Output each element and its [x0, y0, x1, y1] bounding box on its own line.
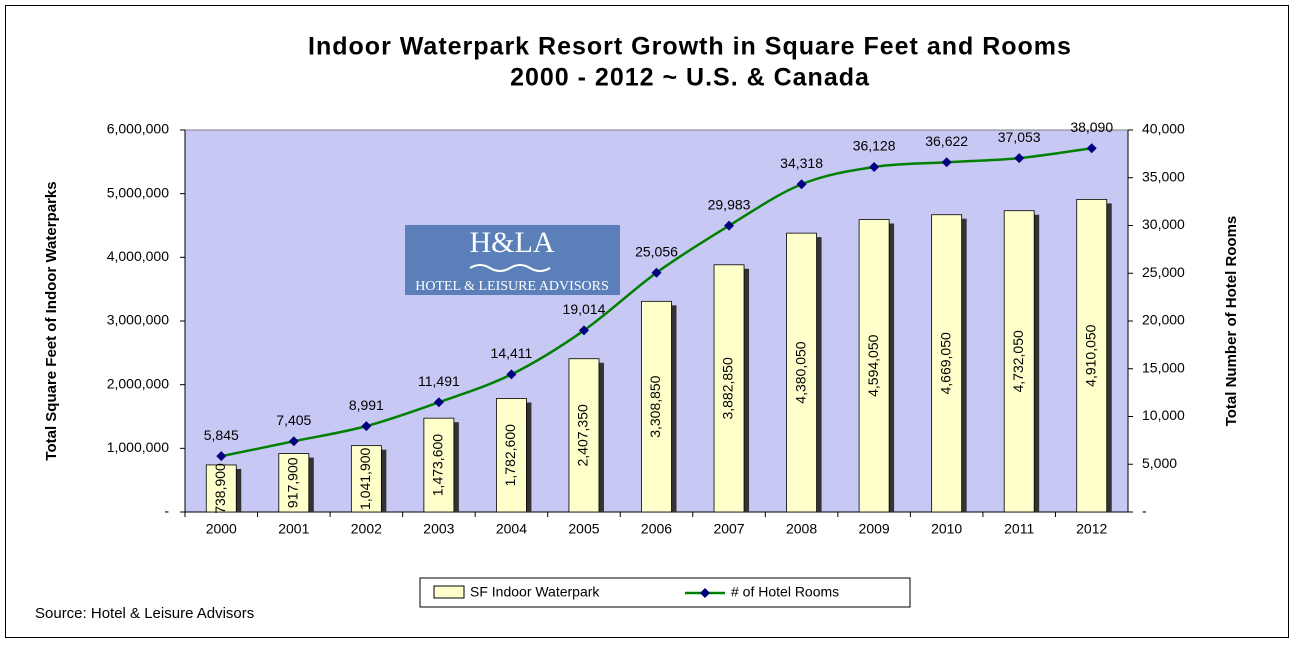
logo-wave [469, 264, 551, 272]
bar-value-label: 4,669,050 [937, 332, 953, 394]
line-marker [1014, 153, 1025, 164]
line-marker [506, 369, 517, 380]
x-tick-label: 2004 [496, 521, 527, 537]
line-value-label: 14,411 [491, 345, 533, 361]
line-value-label: 29,983 [708, 196, 751, 212]
y-tick-label: 1,000,000 [107, 439, 169, 455]
bar [713, 264, 745, 513]
chart-title: Indoor Waterpark Resort Growth in Square… [308, 33, 1072, 61]
y2-tick-label: 20,000 [1142, 312, 1185, 328]
line-marker [724, 220, 735, 231]
y-tick-label: 2,000,000 [107, 375, 169, 391]
y2-tick-label: 25,000 [1142, 264, 1185, 280]
bar [931, 214, 963, 513]
bar [278, 453, 310, 513]
bar-value-label: 4,380,050 [792, 341, 808, 403]
bar-value-label: 738,900 [212, 463, 228, 514]
x-tick-label: 2012 [1076, 521, 1107, 537]
x-tick-label: 2003 [423, 521, 454, 537]
legend-swatch [433, 585, 465, 599]
y-axis-label: Total Square Feet of Indoor Waterparks [43, 181, 60, 460]
x-tick-label: 2009 [859, 521, 890, 537]
line-marker [651, 267, 662, 278]
bar-value-label: 4,594,050 [865, 334, 881, 396]
line-value-label: 19,014 [563, 301, 606, 317]
bar-value-label: 1,041,900 [357, 447, 373, 509]
y-tick-label: - [164, 503, 169, 519]
line-value-label: 34,318 [780, 155, 823, 171]
bar [786, 232, 817, 513]
logo-subtitle: HOTEL & LEISURE ADVISORS [415, 279, 609, 294]
y-tick-label: 4,000,000 [107, 248, 169, 264]
bar-value-label: 3,882,850 [720, 357, 736, 419]
bar-value-label: 917,900 [285, 457, 301, 508]
line-value-label: 11,491 [418, 373, 460, 389]
legend-marker [700, 588, 710, 598]
bar [568, 358, 600, 513]
line-marker [796, 179, 807, 190]
line-marker [578, 325, 589, 336]
x-tick-label: 2000 [206, 521, 237, 537]
bar [858, 219, 890, 513]
line-marker [216, 451, 227, 462]
x-tick-label: 2010 [931, 521, 962, 537]
x-tick-label: 2008 [786, 521, 817, 537]
source: Source: Hotel & Leisure Advisors [35, 605, 254, 622]
bar-value-label: 2,407,350 [575, 404, 591, 466]
bar [1076, 198, 1108, 513]
line-marker [361, 421, 372, 432]
line-marker [288, 436, 299, 447]
bar-value-label: 3,308,850 [647, 375, 663, 437]
logo [405, 225, 620, 295]
bar [1003, 210, 1035, 513]
bar-value-label: 1,782,600 [502, 424, 518, 486]
bar [496, 398, 527, 513]
line-marker [1086, 143, 1097, 154]
line-marker [433, 397, 444, 408]
bar-value-label: 4,732,050 [1010, 330, 1026, 392]
bar [641, 300, 672, 513]
bar-value-label: 4,910,050 [1082, 324, 1098, 386]
line-value-label: 8,991 [349, 397, 384, 413]
y2-tick-label: 30,000 [1142, 216, 1185, 232]
y2-tick-label: 40,000 [1142, 121, 1185, 137]
x-tick-label: 2011 [1004, 521, 1034, 537]
line-value-label: 5,845 [204, 427, 239, 443]
y2-tick-label: 15,000 [1142, 359, 1185, 375]
legend [419, 577, 911, 608]
line-value-label: 7,405 [276, 412, 311, 428]
y-tick-label: 6,000,000 [107, 121, 169, 137]
y2-tick-label: 35,000 [1142, 168, 1185, 184]
y-tick-label: 3,000,000 [107, 312, 169, 328]
logo-title: H&LA [470, 226, 555, 259]
y2-tick-label: - [1142, 503, 1147, 519]
bar [350, 445, 382, 513]
bar-value-label: 1,473,600 [430, 434, 446, 496]
line-value-label: 38,090 [1070, 119, 1113, 135]
line-marker [941, 157, 952, 168]
x-tick-label: 2002 [351, 521, 382, 537]
line-marker [869, 161, 880, 172]
x-tick-label: 2005 [568, 521, 599, 537]
line-value-label: 36,622 [925, 133, 968, 149]
line-value-label: 36,128 [853, 138, 896, 154]
y2-tick-label: 10,000 [1142, 407, 1185, 423]
y-tick-label: 5,000,000 [107, 184, 169, 200]
bar [423, 417, 455, 513]
line-value-label: 37,053 [998, 129, 1041, 145]
y2-axis-label: Total Number of Hotel Rooms [1223, 216, 1240, 427]
line-value-label: 25,056 [635, 243, 678, 259]
chart-subtitle: 2000 - 2012 ~ U.S. & Canada [510, 64, 870, 92]
legend-label: # of Hotel Rooms [731, 584, 839, 600]
x-tick-label: 2001 [278, 521, 309, 537]
legend-label: SF Indoor Waterpark [470, 584, 600, 600]
bar [205, 464, 237, 513]
x-tick-label: 2006 [641, 521, 672, 537]
y2-tick-label: 5,000 [1142, 455, 1177, 471]
x-tick-label: 2007 [713, 521, 744, 537]
